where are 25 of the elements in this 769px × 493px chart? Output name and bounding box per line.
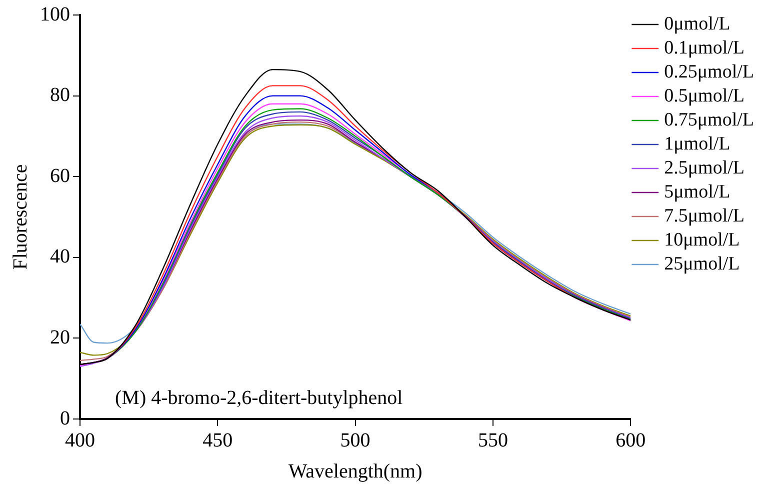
- y-tick-label: 0: [60, 407, 70, 430]
- legend-label: 0μmol/L: [664, 13, 730, 34]
- legend-label: 0.75μmol/L: [664, 109, 754, 130]
- y-axis-title: Fluorescence: [9, 164, 32, 270]
- x-axis-title: Wavelength(nm): [288, 460, 422, 482]
- annotation: (M) 4-bromo-2,6-ditert-butylphenol: [115, 387, 404, 409]
- legend-label: 5μmol/L: [664, 181, 730, 202]
- x-tick-label: 400: [65, 429, 95, 452]
- x-tick-label: 600: [616, 429, 646, 452]
- legend-label: 0.25μmol/L: [664, 61, 754, 82]
- y-tick-label: 60: [50, 164, 70, 187]
- y-tick-label: 80: [50, 84, 70, 106]
- x-tick-label: 550: [478, 429, 508, 452]
- legend-label: 2.5μmol/L: [664, 157, 745, 178]
- legend-label: 1μmol/L: [664, 133, 730, 154]
- legend-label: 10μmol/L: [664, 229, 740, 250]
- x-tick-label: 500: [340, 429, 370, 452]
- legend-label: 0.1μmol/L: [664, 37, 745, 58]
- legend-label: 0.5μmol/L: [664, 85, 745, 106]
- legend-label: 7.5μmol/L: [664, 205, 745, 226]
- y-tick-label: 40: [50, 246, 70, 268]
- x-tick-label: 450: [202, 429, 233, 452]
- y-tick-label: 100: [40, 3, 70, 26]
- y-tick-label: 20: [50, 326, 70, 348]
- legend-label: 25μmol/L: [664, 253, 740, 274]
